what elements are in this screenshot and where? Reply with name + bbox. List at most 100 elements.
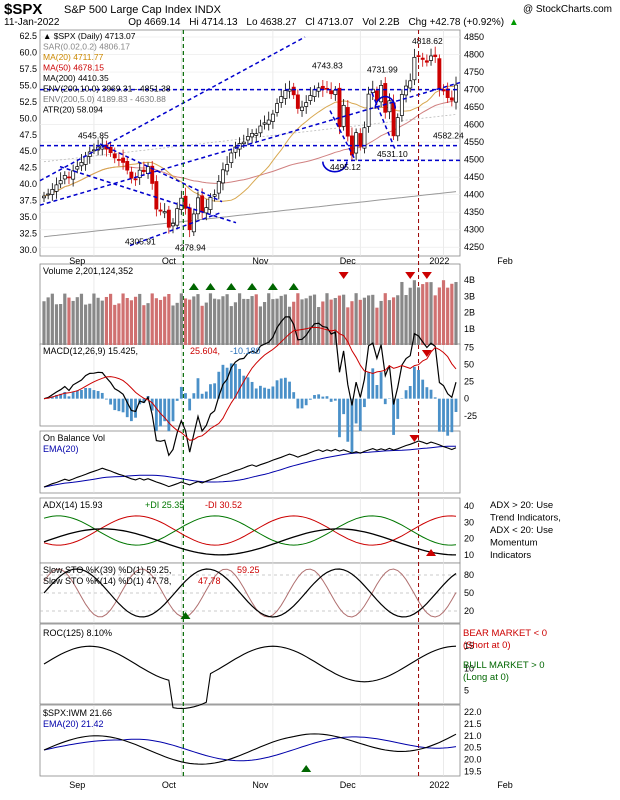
adx-tick: 20 [464, 534, 474, 544]
volume-bar [342, 294, 346, 345]
macd-hist-bar [342, 398, 346, 415]
macd-hist-bar [192, 393, 196, 399]
macd-hist-bar [171, 398, 175, 422]
quote-volume: Vol 2.2B [362, 17, 400, 28]
macd-hist-bar [80, 389, 83, 399]
ratio-tick: 21.0 [464, 731, 482, 741]
candle-body [354, 132, 359, 154]
volume-bar [221, 296, 225, 345]
volume-bar [416, 287, 421, 345]
volume-bar [317, 307, 321, 345]
macd-hist-bar [246, 377, 250, 399]
sto-tick: 50 [464, 588, 474, 598]
candle-body [112, 153, 117, 159]
trendline [39, 36, 306, 182]
price-left-tick: 37.5 [19, 196, 37, 206]
macd-hist-bar [329, 398, 333, 402]
volume-bar [267, 293, 271, 345]
price-legend-item: MA(50) 4678.15 [43, 63, 104, 73]
volume-bar [275, 298, 279, 345]
volume-bar [100, 300, 104, 345]
candle-body [125, 160, 130, 171]
volume-bar [429, 282, 433, 345]
macd-hist-bar [325, 396, 329, 399]
price-left-tick: 57.5 [19, 64, 37, 74]
volume-bar [367, 295, 371, 345]
macd-hist-bar [184, 393, 187, 399]
volume-bar [450, 283, 454, 345]
candle-body [387, 100, 392, 113]
price-annotation: 4731.99 [367, 65, 398, 75]
price-annotation: 4545.85 [78, 131, 109, 141]
sto14-line [43, 568, 457, 618]
volume-bar [350, 301, 354, 345]
price-annotation: 4305.91 [125, 236, 156, 246]
roc-tick: 10 [464, 663, 474, 673]
adx-legend-plus: +DI 25.35 [145, 500, 184, 510]
macd-hist-bar [200, 393, 204, 399]
ratio-up-arrow-icon [301, 765, 312, 772]
price-left-tick: 35.0 [19, 212, 37, 222]
env5-upper-line [43, 114, 457, 163]
candle-body [433, 54, 438, 57]
macd-hist-bar [209, 384, 212, 399]
candle-body [258, 125, 263, 134]
candle-body [200, 195, 205, 213]
macd-hist-bar [450, 398, 454, 433]
candle-body [262, 122, 267, 125]
candle-body [358, 133, 363, 147]
candle-body [366, 93, 371, 127]
obv-down-arrow-icon [409, 435, 420, 442]
candle-body [404, 85, 409, 96]
macd-hist-bar [371, 368, 375, 399]
candle-body [241, 141, 246, 145]
volume-bar [113, 304, 117, 345]
x-axis-label-bottom: Feb [497, 780, 513, 790]
volume-bar [454, 282, 458, 345]
chart-header: $SPX S&P 500 Large Cap Index INDX @ Stoc… [0, 0, 620, 38]
price-legend-item: ATR(20) 58.094 [43, 105, 103, 115]
volume-bar [196, 294, 200, 345]
price-annotation: 4531.10 [377, 149, 408, 159]
volume-tick: 1B [464, 324, 475, 334]
macd-hist-bar [375, 385, 379, 399]
symbol-title: $SPX [4, 1, 43, 18]
volume-up-arrow-icon [288, 283, 299, 290]
volume-bar [312, 294, 317, 345]
candle-body [308, 95, 313, 101]
price-right-tick: 4600 [464, 120, 484, 130]
macd-hist-bar [271, 386, 275, 399]
candle-body [42, 195, 46, 199]
x-axis-label-bottom: 2022 [429, 780, 449, 790]
candle-body [67, 176, 71, 179]
volume-bar [358, 299, 362, 345]
macd-hist-bar [283, 377, 287, 399]
macd-tick: 25 [464, 377, 474, 387]
ratio-tick: 22.0 [464, 707, 482, 717]
price-right-tick: 4700 [464, 85, 484, 95]
volume-bar [150, 293, 154, 345]
price-left-tick: 45.0 [19, 146, 37, 156]
volume-bar [258, 306, 263, 345]
volume-bar [296, 293, 300, 345]
macd-hist-bar [321, 396, 325, 399]
macd-hist-bar [50, 396, 54, 399]
price-legend-item: MA(200) 4410.35 [43, 73, 109, 83]
trendline [59, 165, 237, 224]
volume-bar [188, 299, 192, 345]
price-left-tick: 52.5 [19, 97, 37, 107]
ratio-ema-legend: EMA(20) 21.42 [43, 719, 104, 729]
candle-body [71, 170, 76, 180]
candle-body [304, 102, 309, 107]
macd-hist-bar [125, 398, 129, 418]
volume-bar [387, 300, 392, 345]
chart-canvas: 4850 4800 4750 4700 4650 4600 4550 4500 4450 4400… [19, 29, 561, 790]
macd-hist-bar [354, 398, 358, 424]
up-arrow-icon: ▲ [508, 17, 519, 28]
macd-line [43, 316, 457, 457]
macd-hist-bar [279, 378, 283, 399]
quote-high: Hi 4714.13 [189, 17, 238, 28]
symbol-description: S&P 500 Large Cap Index INDX [64, 4, 221, 16]
adx-tick: 40 [464, 501, 474, 511]
macd-hist-bar [392, 398, 395, 435]
